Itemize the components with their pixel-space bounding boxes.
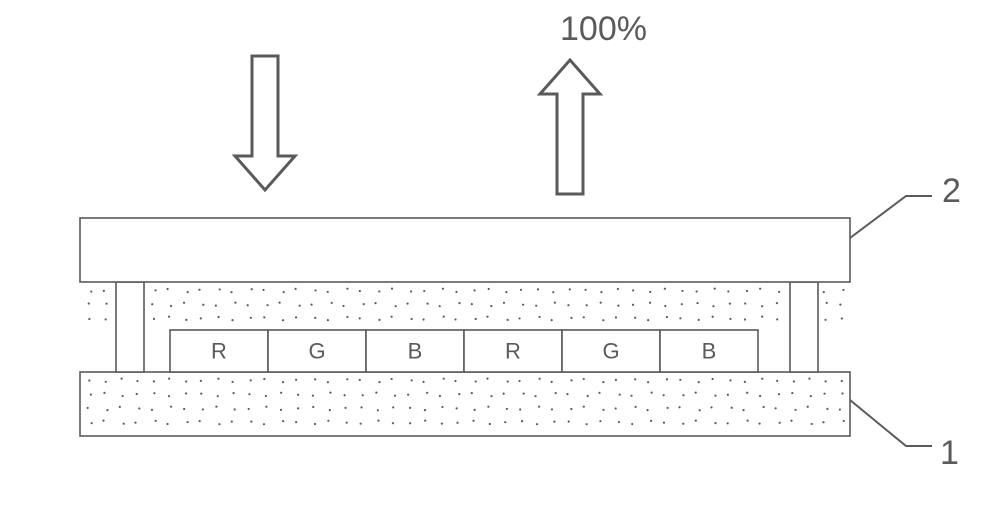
leader-1-num: 1 — [940, 434, 959, 472]
top-plate — [80, 218, 850, 282]
pixel-label: G — [602, 339, 619, 364]
bottom-plate — [80, 372, 850, 436]
pixel-label: B — [702, 339, 717, 364]
pixel-label: B — [408, 339, 423, 364]
left-post — [116, 282, 144, 372]
pixel-label: R — [505, 339, 521, 364]
right-post — [790, 282, 818, 372]
pixel-label: R — [211, 339, 227, 364]
leader-2-num: 2 — [942, 172, 961, 210]
pixel-label: G — [308, 339, 325, 364]
pixel-row: RGBRGB — [170, 330, 758, 372]
output-percent: 100% — [560, 10, 647, 48]
